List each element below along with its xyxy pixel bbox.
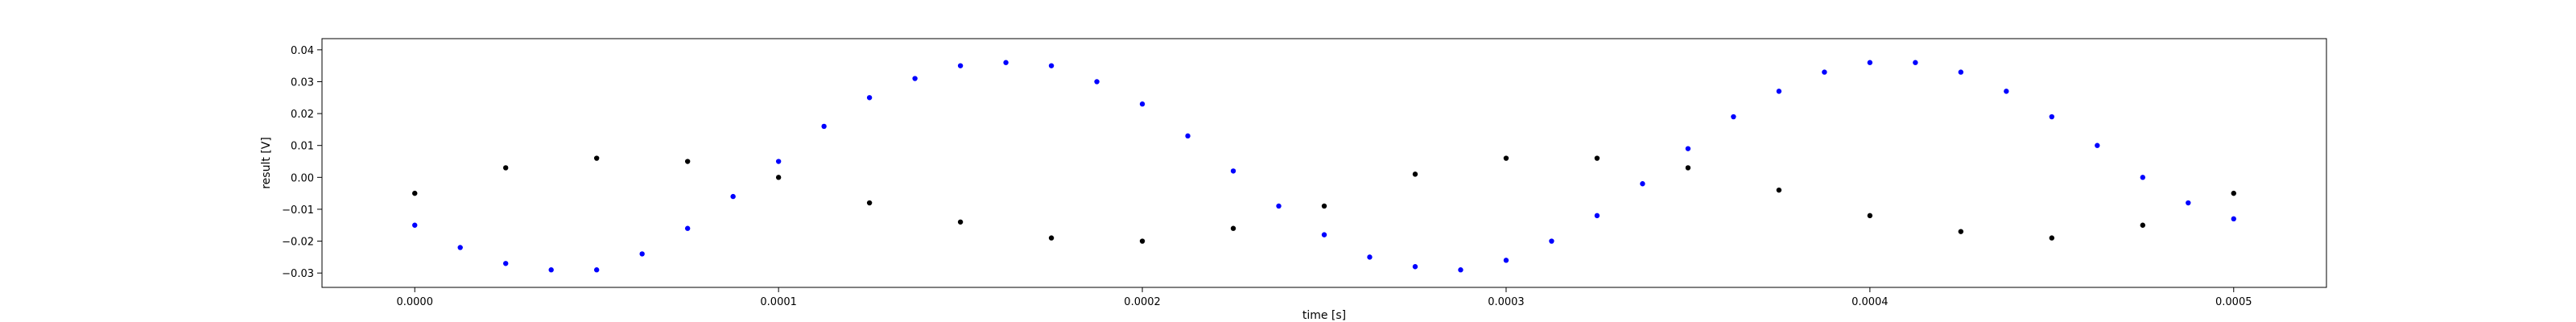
data-point <box>412 190 418 196</box>
data-point <box>1321 203 1327 209</box>
y-tick-label: 0.04 <box>291 45 314 57</box>
x-axis-label: time [s] <box>1302 309 1346 322</box>
data-point <box>1594 213 1600 219</box>
data-point <box>1549 238 1554 244</box>
data-point <box>1640 181 1645 187</box>
x-tick-label: 0.0000 <box>396 296 433 308</box>
y-tick-label: 0.02 <box>291 109 314 121</box>
y-tick-label: −0.01 <box>282 204 314 217</box>
data-point <box>684 225 691 231</box>
data-point <box>1913 60 1918 65</box>
data-point <box>730 193 736 200</box>
data-point <box>821 123 827 130</box>
data-point <box>1412 264 1418 270</box>
data-point <box>1594 155 1600 161</box>
data-point <box>1458 267 1463 273</box>
data-point <box>1867 60 1873 65</box>
data-point <box>957 63 964 68</box>
data-point <box>457 245 463 250</box>
series-2 <box>412 155 2236 244</box>
series-1 <box>412 60 2236 273</box>
y-tick-label: −0.03 <box>282 268 314 280</box>
data-point <box>2186 200 2191 206</box>
data-point <box>684 159 691 164</box>
data-point <box>1003 60 1009 65</box>
y-tick-label: −0.02 <box>282 237 314 249</box>
y-tick-label: 0.03 <box>291 76 314 89</box>
x-tick-label: 0.0005 <box>2215 296 2252 308</box>
x-axis: 0.0000 0.0001 0.0002 0.0003 0.0004 0.0005 <box>396 287 2252 308</box>
series-layer <box>412 60 2236 273</box>
data-point <box>503 165 509 171</box>
data-point <box>866 200 873 206</box>
plot-area-frame <box>321 38 2327 288</box>
data-point <box>1321 232 1327 237</box>
data-point <box>1685 165 1691 171</box>
data-point <box>1276 203 1282 209</box>
data-point <box>1731 114 1736 120</box>
data-point <box>548 267 554 273</box>
data-point <box>1503 258 1509 263</box>
data-point <box>1685 146 1691 151</box>
data-point <box>2231 190 2236 196</box>
data-point <box>1412 171 1418 177</box>
data-point <box>775 159 782 164</box>
data-point <box>1230 168 1236 174</box>
data-point <box>775 175 782 180</box>
data-point <box>1958 69 1964 75</box>
data-point <box>2049 114 2055 120</box>
data-point <box>2140 175 2145 180</box>
data-point <box>2231 216 2236 222</box>
data-point <box>1048 235 1055 241</box>
data-point <box>593 267 600 273</box>
data-point <box>1958 229 1964 234</box>
data-point <box>412 222 418 228</box>
data-point <box>866 95 873 101</box>
data-point <box>912 76 918 81</box>
data-point <box>1367 254 1373 260</box>
y-axis: −0.03 −0.02 −0.01 0.00 0.01 0.02 0.03 0.04 <box>282 45 322 280</box>
data-point <box>593 155 600 161</box>
data-point <box>1867 213 1873 219</box>
data-point <box>1230 225 1236 231</box>
x-tick-label: 0.0002 <box>1124 296 1161 308</box>
data-point <box>1185 133 1191 139</box>
x-tick-label: 0.0001 <box>760 296 797 308</box>
y-tick-label: 0.01 <box>291 141 314 153</box>
data-point <box>2140 222 2145 228</box>
data-point <box>1139 238 1146 244</box>
data-point <box>1822 69 1827 75</box>
data-point <box>2095 142 2100 148</box>
data-point <box>639 251 645 257</box>
x-tick-label: 0.0004 <box>1852 296 1889 308</box>
x-tick-label: 0.0003 <box>1488 296 1525 308</box>
data-point <box>2004 89 2009 94</box>
y-axis-label: result [V] <box>260 137 273 189</box>
data-point <box>1776 89 1782 94</box>
data-point <box>1048 63 1055 68</box>
data-point <box>957 219 964 225</box>
data-point <box>503 261 509 266</box>
data-point <box>1139 101 1146 107</box>
data-point <box>1094 79 1100 85</box>
data-point <box>1503 155 1509 161</box>
data-point <box>2049 235 2055 241</box>
data-point <box>1776 187 1782 193</box>
y-tick-label: 0.00 <box>291 172 314 184</box>
